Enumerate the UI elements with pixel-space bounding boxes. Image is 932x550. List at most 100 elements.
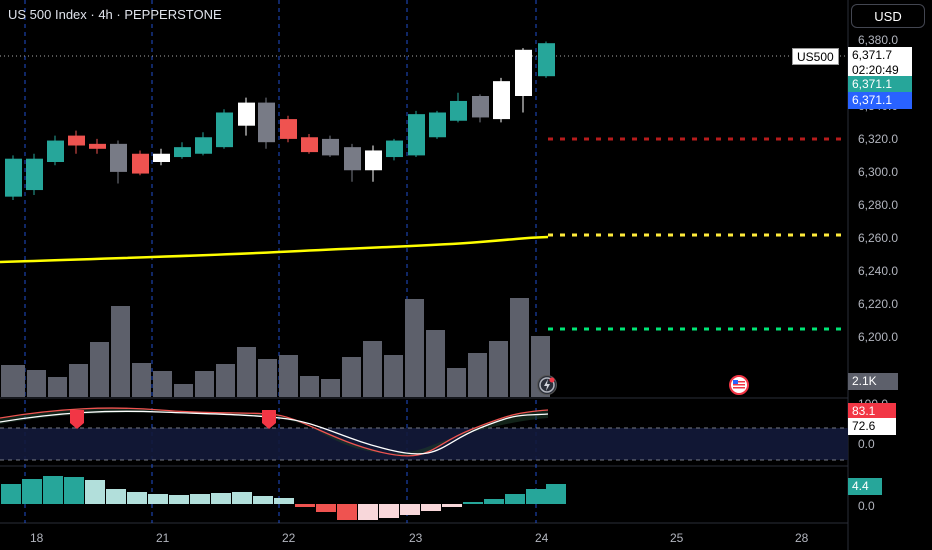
volume-bar (300, 376, 319, 397)
volume-bar (237, 347, 256, 397)
price-tick: 6,240.0 (858, 264, 899, 278)
time-label-21: 21 (156, 531, 170, 545)
time-label-25: 25 (670, 531, 684, 545)
time-label-18: 18 (30, 531, 44, 545)
macd-histogram-bar (43, 476, 63, 504)
price-tick: 6,220.0 (858, 297, 899, 311)
candle-body (429, 112, 446, 138)
volume-value-label: 2.1K (848, 373, 898, 390)
moving-average-line (0, 235, 549, 264)
macd-histogram-bar (379, 504, 399, 518)
candle-body (216, 112, 233, 148)
candle-body (408, 114, 425, 156)
volume-bar (405, 299, 424, 397)
macd-histogram-bar (274, 498, 294, 504)
volume-bar (216, 364, 235, 397)
candle-body (258, 102, 275, 143)
volume-bar (27, 370, 46, 397)
candle-body (386, 140, 403, 158)
symbol-title[interactable]: US 500 Index · 4h · PEPPERSTONE (8, 7, 222, 22)
macd-value-label: 4.4 (848, 478, 882, 495)
volume-bar (447, 368, 466, 397)
macd-zero-tick: 0.0 (858, 499, 875, 513)
volume-bar (363, 341, 382, 397)
stoch-d-label: 72.6 (848, 418, 896, 435)
stoch-k-line (0, 407, 549, 457)
macd-histogram-bar (148, 494, 168, 504)
stoch-k-label: 83.1 (848, 403, 896, 420)
candle-body (238, 102, 255, 126)
volume-bar (6, 365, 25, 397)
time-label-23: 23 (409, 531, 423, 545)
macd-histogram-bar (295, 504, 315, 507)
time-label-22: 22 (282, 531, 296, 545)
volume-bar (279, 355, 298, 397)
volume-bar (111, 306, 130, 397)
candle-body (5, 158, 22, 197)
volume-bar (90, 342, 109, 397)
price-tick: 6,280.0 (858, 198, 899, 212)
macd-histogram-bar (22, 479, 42, 504)
candle-body (322, 138, 339, 156)
volume-bar (384, 355, 403, 397)
candle-body (493, 81, 510, 120)
macd-histogram-bar (232, 492, 252, 504)
macd-histogram-bar (505, 494, 525, 504)
lightning-icon[interactable] (537, 375, 557, 395)
macd-histogram-bar (442, 504, 462, 507)
currency-button[interactable]: USD (851, 4, 925, 28)
macd-histogram-bar (546, 484, 566, 504)
macd-histogram-bar (358, 504, 378, 520)
price-tick: 6,200.0 (858, 330, 899, 344)
price-tick: 6,300.0 (858, 165, 899, 179)
volume-bar (489, 341, 508, 397)
macd-histogram-bar (85, 480, 105, 504)
candle-body (301, 137, 318, 153)
us-flag-icon[interactable] (728, 375, 750, 395)
macd-histogram-bar (1, 484, 21, 504)
macd-histogram-bar (337, 504, 357, 520)
macd-histogram-bar (484, 499, 504, 504)
candle-body (89, 143, 106, 149)
macd-histogram-bar (64, 477, 84, 504)
volume-bar (321, 379, 340, 397)
candle-body (110, 143, 127, 172)
candle-body (26, 158, 43, 191)
price-tick: 6,320.0 (858, 132, 899, 146)
macd-histogram-bar (316, 504, 336, 512)
volume-bar (426, 330, 445, 397)
volume-bar (48, 377, 67, 397)
volume-bar (342, 357, 361, 397)
volume-bar (258, 359, 277, 397)
price-tick: 6,260.0 (858, 231, 899, 245)
ask-price-label: 6,371.1 (848, 92, 912, 109)
countdown-label: 02:20:49 (848, 62, 912, 79)
sell-signal-marker (262, 410, 276, 429)
macd-histogram-bar (106, 489, 126, 504)
candle-body (515, 49, 532, 96)
candle-body (153, 153, 170, 162)
macd-histogram-bar (526, 489, 546, 504)
candle-body (132, 153, 149, 174)
last-price-label: 6,371.7 (848, 47, 912, 64)
candle-body (344, 147, 361, 171)
volume-bar (468, 353, 487, 397)
candle-body (365, 150, 382, 171)
macd-histogram-bar (400, 504, 420, 515)
volume-bar (69, 364, 88, 397)
candle-body (47, 140, 64, 162)
bid-price-label: 6,371.1 (848, 76, 912, 93)
price-tick: 6,380.0 (858, 33, 899, 47)
volume-bar (174, 384, 193, 397)
stoch-d-line (0, 410, 549, 455)
sell-signal-marker (70, 410, 84, 429)
candle-body (68, 135, 85, 146)
volume-bar (132, 363, 151, 397)
candle-body (280, 119, 297, 139)
candle-body (195, 137, 212, 154)
macd-histogram-bar (211, 493, 231, 504)
oscillator-bottom-tick: 0.0 (858, 437, 875, 451)
time-label-24: 24 (535, 531, 549, 545)
